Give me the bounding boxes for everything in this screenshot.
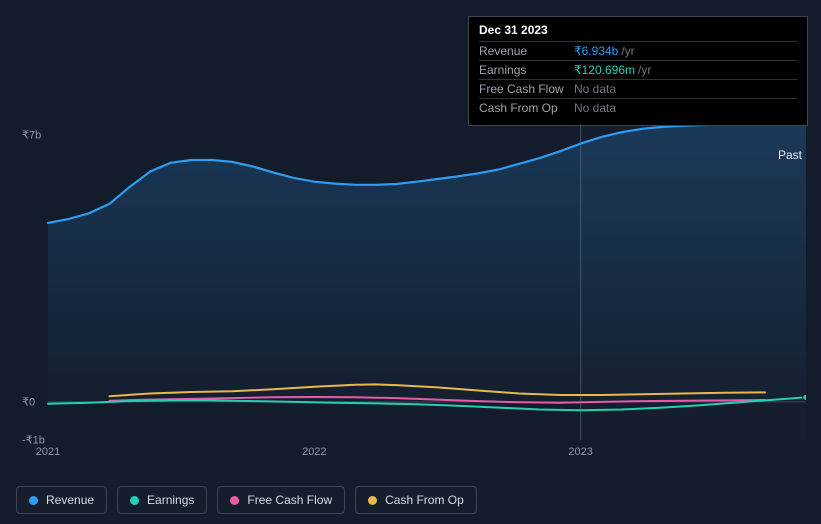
- legend-label: Revenue: [46, 493, 94, 507]
- tooltip-date: Dec 31 2023: [479, 23, 797, 41]
- tooltip-row: Cash From OpNo data: [479, 98, 797, 117]
- legend-item-revenue[interactable]: Revenue: [16, 486, 107, 514]
- legend-label: Free Cash Flow: [247, 493, 332, 507]
- tooltip-row-unit: /yr: [635, 63, 651, 77]
- x-axis-label: 2023: [568, 446, 592, 458]
- legend-swatch: [368, 496, 377, 505]
- tooltip-row-label: Free Cash Flow: [479, 82, 574, 96]
- legend-item-free-cash-flow[interactable]: Free Cash Flow: [217, 486, 345, 514]
- tooltip-row-unit: /yr: [618, 44, 634, 58]
- legend-item-earnings[interactable]: Earnings: [117, 486, 207, 514]
- past-label: Past: [778, 148, 802, 162]
- tooltip-row-value: ₹120.696m/yr: [574, 63, 651, 77]
- legend-label: Earnings: [147, 493, 194, 507]
- tooltip-row-label: Revenue: [479, 44, 574, 58]
- legend-swatch: [230, 496, 239, 505]
- chart-container: Past ₹7b₹0-₹1b 202120222023: [16, 120, 806, 464]
- tooltip-row: Revenue₹6.934b/yr: [479, 41, 797, 60]
- y-axis-label: ₹7b: [22, 129, 41, 142]
- tooltip-row-label: Cash From Op: [479, 101, 574, 115]
- x-axis-label: 2021: [36, 446, 60, 458]
- chart-tooltip: Dec 31 2023 Revenue₹6.934b/yrEarnings₹12…: [468, 16, 808, 126]
- tooltip-row-value: No data: [574, 82, 616, 96]
- tooltip-row-label: Earnings: [479, 63, 574, 77]
- legend-bar: Revenue Earnings Free Cash Flow Cash From O…: [16, 486, 477, 514]
- chart-svg: [16, 120, 806, 440]
- legend-label: Cash From Op: [385, 493, 464, 507]
- legend-swatch: [130, 496, 139, 505]
- legend-item-cash-from-op[interactable]: Cash From Op: [355, 486, 477, 514]
- y-axis-label: ₹0: [22, 395, 35, 408]
- tooltip-row: Earnings₹120.696m/yr: [479, 60, 797, 79]
- tooltip-row: Free Cash FlowNo data: [479, 79, 797, 98]
- chart-plot: Past ₹7b₹0-₹1b: [16, 120, 806, 440]
- tooltip-row-value: ₹6.934b/yr: [574, 44, 635, 58]
- legend-swatch: [29, 496, 38, 505]
- x-axis: 2021 2022 2023: [16, 440, 806, 464]
- x-axis-label: 2022: [302, 446, 326, 458]
- tooltip-row-value: No data: [574, 101, 616, 115]
